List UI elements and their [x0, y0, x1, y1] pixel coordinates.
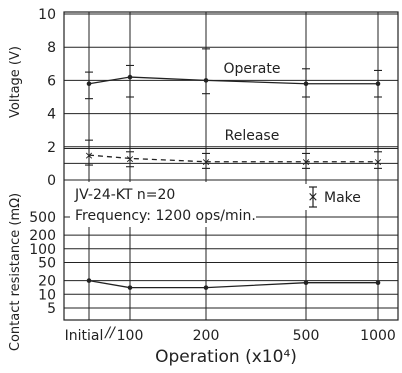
operate-series-label: Operate [224, 61, 281, 77]
resistance-tick-5: 5 [47, 301, 56, 317]
release-point-4: × [373, 156, 382, 169]
voltage-axis-label: Voltage (V) [8, 46, 23, 118]
operate-point-0 [86, 81, 92, 87]
voltage-tick-6: 6 [47, 73, 56, 89]
resistance-tick-200: 200 [29, 228, 56, 244]
make-point-4 [375, 280, 381, 285]
make-point-1 [127, 285, 133, 290]
legend-background [300, 184, 372, 210]
resistance-axis-label: Contact resistance (mΩ) [8, 193, 23, 351]
legend: × Make [300, 184, 372, 210]
x-tick-100: 100 [117, 328, 144, 344]
series-layer: × × × × × [84, 48, 383, 290]
operate-point-3 [303, 81, 309, 87]
release-point-2: × [201, 156, 210, 169]
release-point-0: × [84, 149, 93, 162]
x-axis-label: Operation (x10⁴) [155, 347, 297, 367]
plot-border [63, 11, 399, 321]
voltage-tick-10: 10 [38, 7, 56, 23]
resistance-tick-100: 100 [29, 242, 56, 258]
legend-label-make: Make [324, 190, 361, 206]
resistance-tick-10: 10 [38, 287, 56, 303]
operate-point-4 [375, 81, 381, 87]
plot-frame [63, 11, 399, 321]
resistance-tick-20: 20 [38, 274, 56, 290]
release-point-1: × [125, 152, 134, 165]
x-tick-500: 500 [293, 328, 320, 344]
x-axis-break-marker: // [103, 325, 116, 341]
make-point-0 [86, 278, 92, 283]
x-tick-initial: Initial [65, 328, 104, 344]
legend-marker: × [308, 190, 319, 205]
frequency-annotation: Frequency: 1200 ops/min. [75, 208, 256, 224]
resistance-tick-500: 500 [29, 210, 56, 226]
release-series-label: Release [225, 128, 280, 144]
voltage-tick-0: 0 [47, 173, 56, 189]
operate-point-2 [203, 78, 209, 83]
voltage-tick-8: 8 [47, 40, 56, 56]
operate-point-1 [127, 74, 133, 80]
resistance-tick-50: 50 [38, 256, 56, 272]
voltage-tick-4: 4 [47, 107, 56, 123]
make-point-2 [203, 285, 209, 290]
make-point-3 [303, 280, 309, 285]
annotation-box [70, 182, 256, 227]
release-point-3: × [301, 156, 310, 169]
model-annotation: JV-24-KT n=20 [74, 187, 175, 203]
x-tick-200: 200 [193, 328, 220, 344]
x-tick-1000: 1000 [360, 328, 396, 344]
voltage-tick-2: 2 [47, 140, 56, 156]
x-axis: Initial 100 200 500 1000 // [65, 325, 396, 344]
